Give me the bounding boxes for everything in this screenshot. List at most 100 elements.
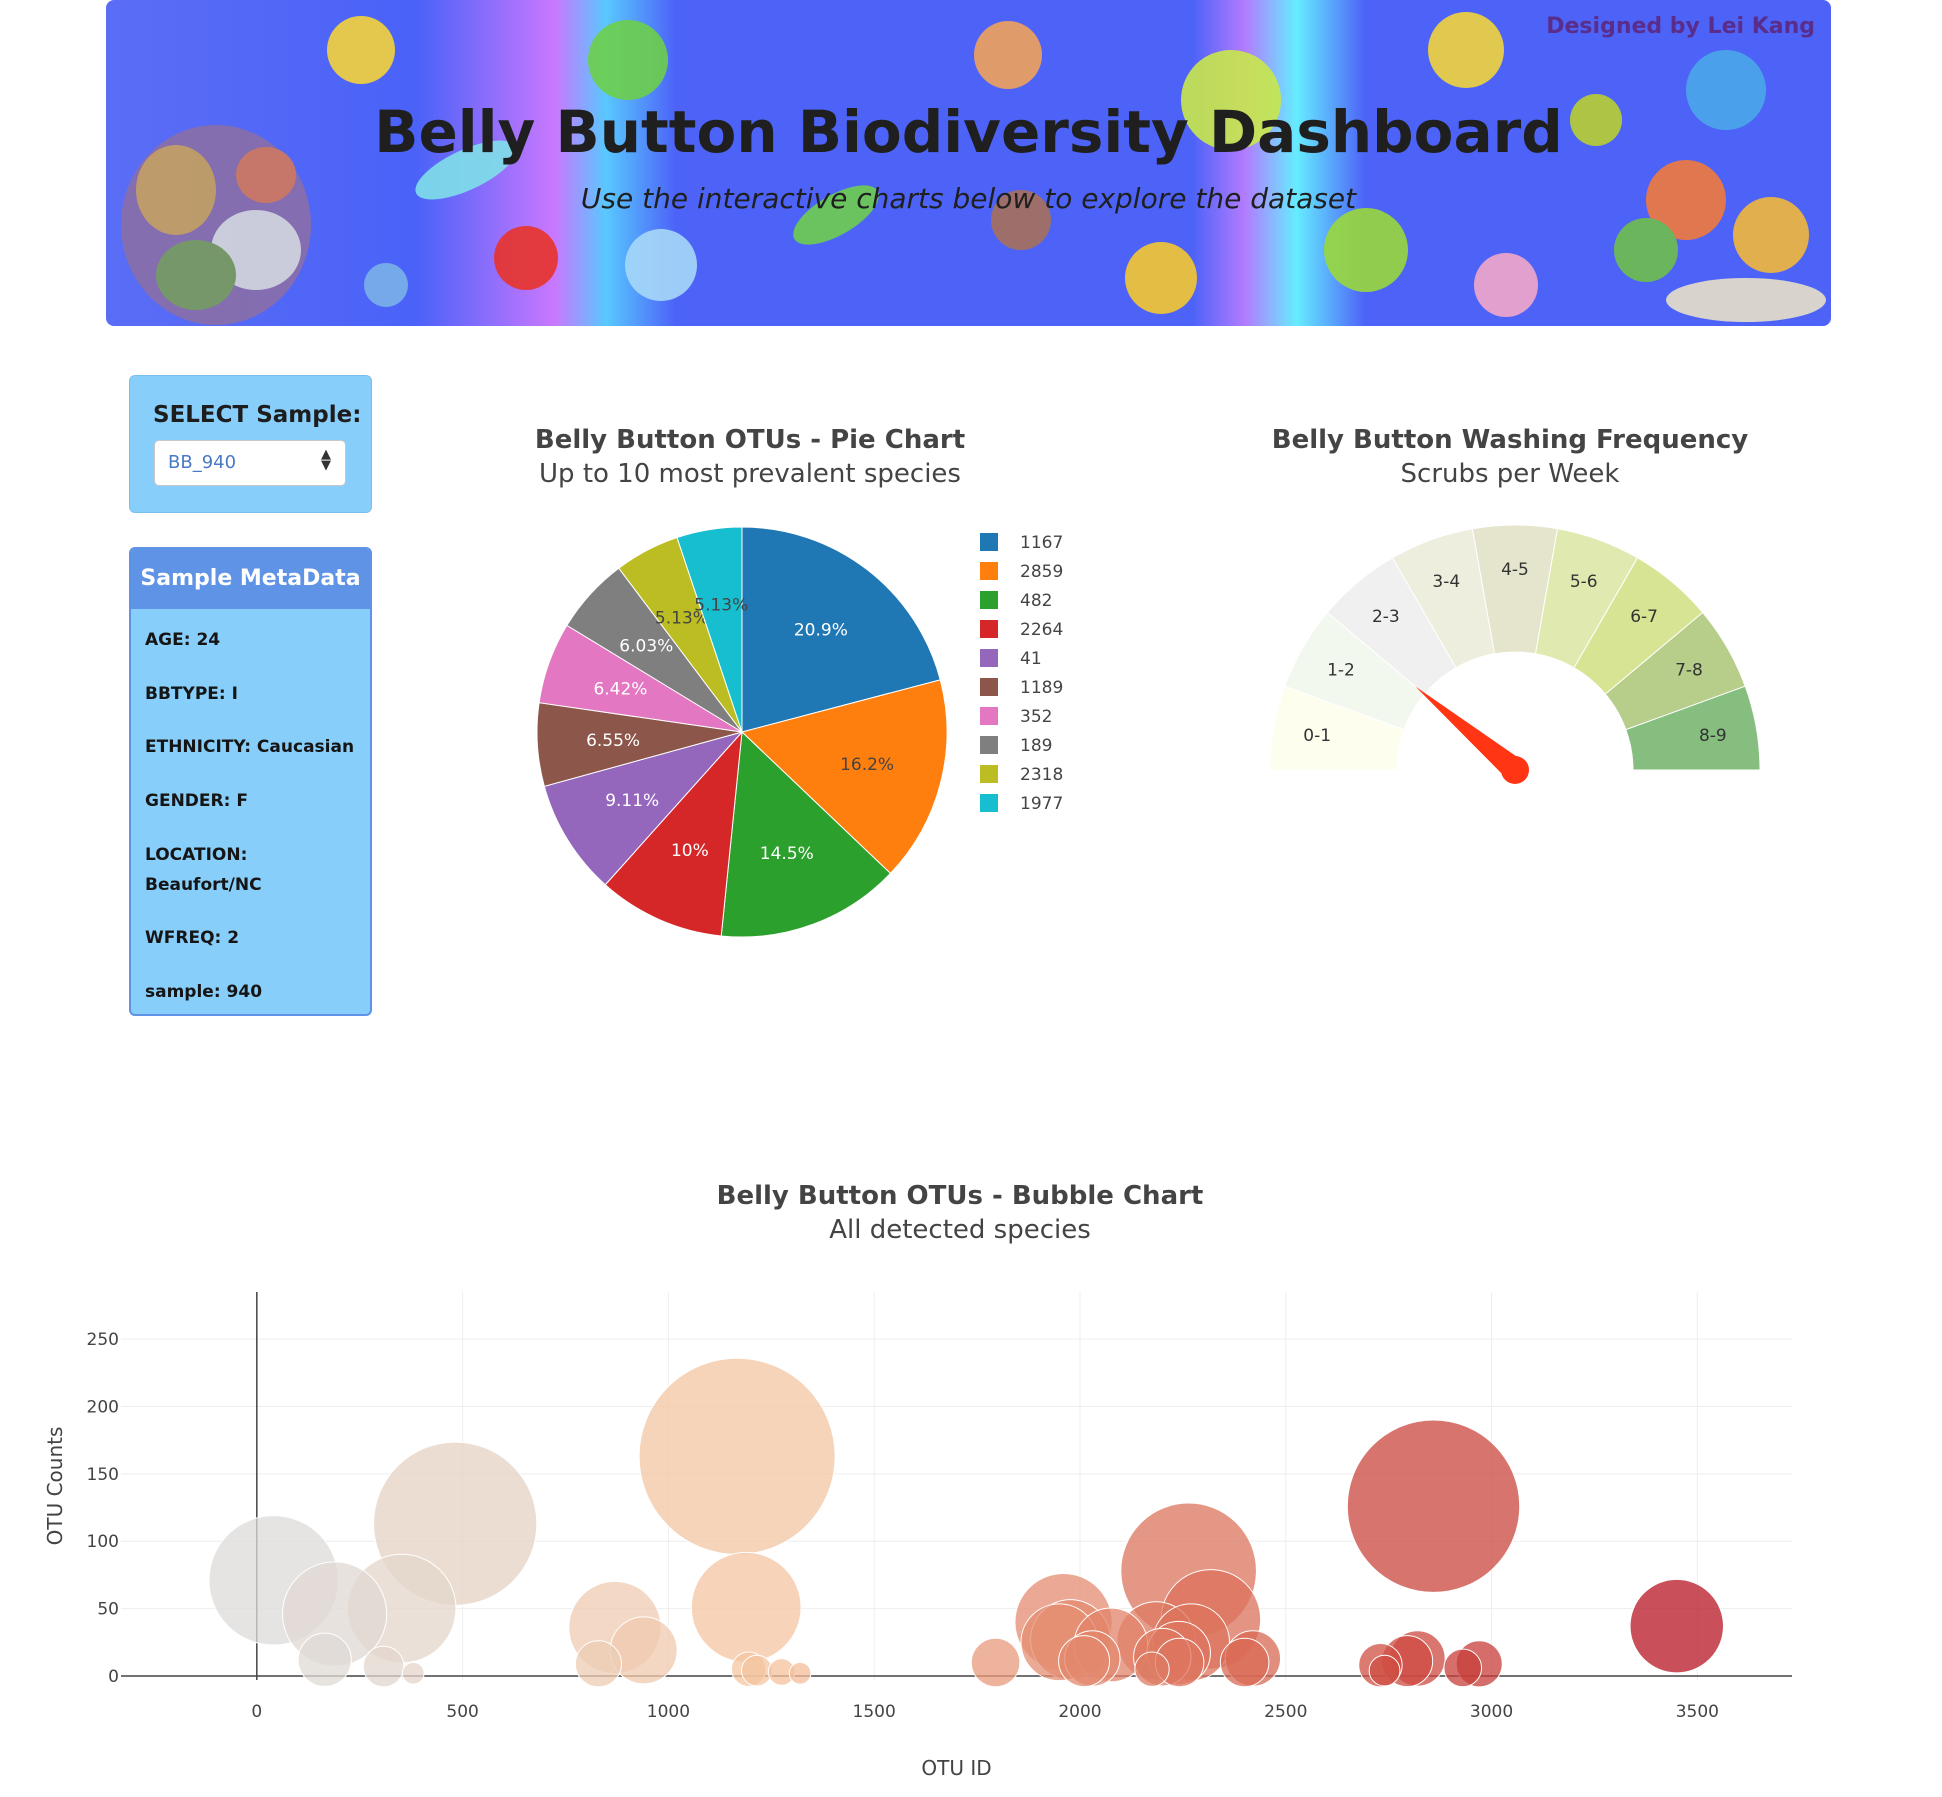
y-tick-label: 0 bbox=[108, 1667, 119, 1687]
pie-slice-label: 10% bbox=[671, 841, 709, 861]
metadata-gender: GENDER: F bbox=[145, 791, 248, 811]
bubble-marker bbox=[1058, 1635, 1111, 1688]
legend-swatch-1977 bbox=[980, 794, 998, 812]
gauge-section-label: 8-9 bbox=[1699, 726, 1727, 746]
legend-label-482: 482 bbox=[1020, 591, 1052, 611]
x-tick-label: 500 bbox=[446, 1702, 478, 1722]
pie-slice-label: 16.2% bbox=[840, 755, 894, 775]
legend-label-189: 189 bbox=[1020, 736, 1052, 756]
bubble-chart-subtitle: All detected species bbox=[829, 1215, 1091, 1245]
pie-slice-label: 5.13% bbox=[694, 596, 748, 616]
legend-swatch-352 bbox=[980, 707, 998, 725]
pie-slice-1977 bbox=[676, 526, 743, 733]
bubble-marker bbox=[788, 1661, 812, 1685]
gauge-section-8-9 bbox=[1625, 685, 1761, 771]
bubble-marker bbox=[1134, 1651, 1170, 1687]
bubble-marker bbox=[1368, 1654, 1401, 1687]
bubble-marker bbox=[690, 1551, 802, 1663]
sample-select-value: BB_940 bbox=[168, 452, 237, 473]
bubble-marker bbox=[1219, 1637, 1270, 1688]
legend-label-41: 41 bbox=[1020, 649, 1042, 669]
sample-selector-label: SELECT Sample: bbox=[153, 402, 362, 428]
metadata-sample: sample: 940 bbox=[145, 982, 263, 1002]
y-tick-label: 50 bbox=[97, 1600, 119, 1620]
pie-slice-482 bbox=[720, 730, 892, 938]
gauge-section-label: 6-7 bbox=[1630, 607, 1658, 627]
sample-selector-panel: SELECT Sample: BB_940 ▲ ▼ bbox=[129, 375, 372, 513]
gauge-chart-subtitle: Scrubs per Week bbox=[1400, 459, 1620, 489]
gauge-section-label: 7-8 bbox=[1675, 661, 1703, 681]
x-tick-label: 3000 bbox=[1470, 1702, 1513, 1722]
x-tick-label: 2000 bbox=[1058, 1702, 1101, 1722]
bubble-marker bbox=[1346, 1419, 1521, 1593]
y-tick-label: 150 bbox=[87, 1465, 119, 1485]
x-tick-label: 0 bbox=[251, 1702, 262, 1722]
x-axis-title: OTU ID bbox=[921, 1756, 991, 1780]
x-tick-label: 3500 bbox=[1676, 1702, 1719, 1722]
legend-label-2264: 2264 bbox=[1020, 620, 1063, 640]
pie-slice-1167 bbox=[741, 526, 941, 733]
x-tick-label: 2500 bbox=[1264, 1702, 1307, 1722]
gauge-section-label: 4-5 bbox=[1501, 560, 1529, 580]
bubble-marker bbox=[970, 1637, 1021, 1688]
legend-swatch-1189 bbox=[980, 678, 998, 696]
gauge-needle-hub bbox=[1501, 756, 1529, 784]
bubble-chart[interactable]: 0 500 1000 1500 2000 2500 3000 3500 0 50 100 150 200… bbox=[0, 1270, 1942, 1797]
gauge-chart[interactable]: 0-1 1-2 2-3 3-4 4-5 5-6 6-7 7-8 8-9 bbox=[1260, 510, 1780, 800]
legend-swatch-482 bbox=[980, 591, 998, 609]
microbe-illustrations bbox=[121, 12, 1826, 325]
pie-chart[interactable]: 20.9% 16.2% 14.5% 10% 9.11% 6.55% 6.42% 6.03% 5.… bbox=[520, 505, 1080, 965]
sample-metadata-panel: Sample MetaData AGE: 24 BBTYPE: I ETHNIC… bbox=[129, 547, 372, 1016]
gauge-section-label: 3-4 bbox=[1432, 572, 1460, 592]
pie-slice-label: 6.03% bbox=[619, 636, 673, 656]
legend-swatch-2318 bbox=[980, 765, 998, 783]
pie-slice-label: 6.42% bbox=[593, 679, 647, 699]
legend-label-1977: 1977 bbox=[1020, 794, 1063, 814]
gauge-needle bbox=[1415, 686, 1523, 780]
metadata-age: AGE: 24 bbox=[145, 630, 221, 650]
bubble-chart-title: Belly Button OTUs - Bubble Chart bbox=[716, 1181, 1204, 1211]
pie-slice-label: 5.13% bbox=[655, 609, 709, 629]
pie-chart-subtitle: Up to 10 most prevalent species bbox=[539, 459, 961, 489]
metadata-ethnicity: ETHNICITY: Caucasian bbox=[145, 737, 355, 757]
legend-label-352: 352 bbox=[1020, 707, 1052, 727]
metadata-location: LOCATION: Beaufort/NC bbox=[145, 845, 262, 895]
bubble-marker bbox=[638, 1357, 836, 1555]
gauge-section-label: 0-1 bbox=[1303, 726, 1331, 746]
legend-swatch-2264 bbox=[980, 620, 998, 638]
dashboard-header-banner: Belly Button Biodiversity Dashboard Use … bbox=[106, 0, 1831, 326]
bubble-marker bbox=[297, 1632, 352, 1687]
legend-label-1167: 1167 bbox=[1020, 533, 1063, 553]
legend-swatch-189 bbox=[980, 736, 998, 754]
select-arrows-icon: ▲ ▼ bbox=[321, 447, 331, 473]
page-subtitle: Use the interactive charts below to expl… bbox=[580, 182, 1357, 215]
bubble-marker bbox=[401, 1661, 425, 1685]
x-tick-label: 1000 bbox=[647, 1702, 690, 1722]
sample-select-dropdown[interactable]: BB_940 ▲ ▼ bbox=[154, 440, 346, 486]
page-title: Belly Button Biodiversity Dashboard bbox=[374, 98, 1563, 166]
metadata-bbtype: BBTYPE: I bbox=[145, 684, 238, 704]
legend-label-1189: 1189 bbox=[1020, 678, 1063, 698]
gauge-section-label: 5-6 bbox=[1570, 572, 1598, 592]
pie-slice-label: 14.5% bbox=[760, 844, 814, 864]
pie-slice-label: 9.11% bbox=[605, 791, 659, 811]
bubble-marker bbox=[574, 1640, 622, 1688]
pie-slice-label: 20.9% bbox=[794, 621, 848, 641]
gauge-section-label: 2-3 bbox=[1372, 607, 1400, 627]
bubble-marker bbox=[1629, 1578, 1724, 1674]
bubble-marker bbox=[609, 1616, 678, 1685]
y-axis-title: OTU Counts bbox=[43, 1427, 67, 1546]
pie-chart-title: Belly Button OTUs - Pie Chart bbox=[534, 425, 966, 455]
bubble-marker bbox=[741, 1654, 773, 1687]
y-tick-label: 250 bbox=[87, 1330, 119, 1350]
pie-slice-2264 bbox=[604, 730, 743, 937]
bubble-marker bbox=[1443, 1648, 1483, 1688]
gauge-chart-title: Belly Button Washing Frequency bbox=[1271, 425, 1749, 455]
legend-label-2318: 2318 bbox=[1020, 765, 1063, 785]
gauge-section-label: 1-2 bbox=[1327, 661, 1355, 681]
metadata-panel-title: Sample MetaData bbox=[131, 549, 370, 609]
legend-swatch-1167 bbox=[980, 533, 998, 551]
legend-swatch-41 bbox=[980, 649, 998, 667]
bubble-marker bbox=[362, 1645, 405, 1688]
legend-label-2859: 2859 bbox=[1020, 562, 1063, 582]
